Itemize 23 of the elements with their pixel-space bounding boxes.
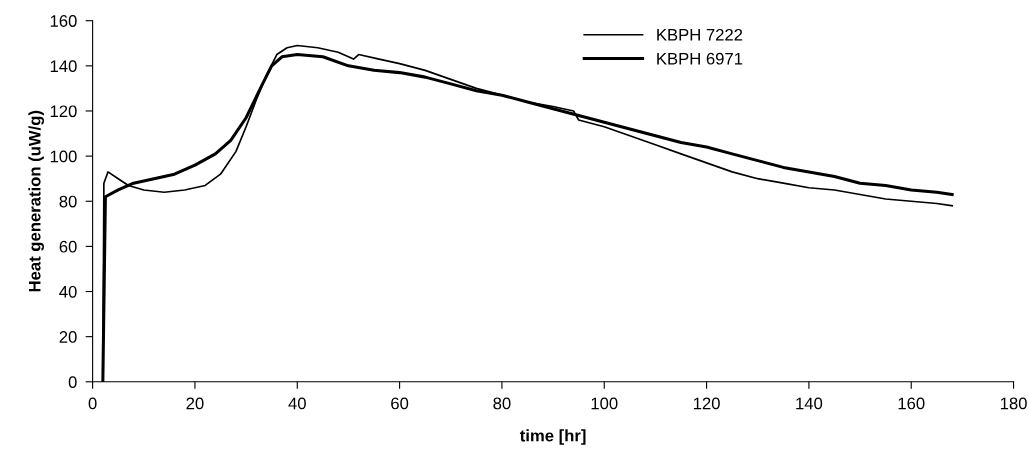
y-tick-label: 120 [50,105,77,118]
x-tick-label: 160 [898,397,925,410]
y-tick-label: 20 [59,331,77,343]
x-tick-label: 140 [796,397,823,410]
x-tick-label: 100 [591,397,618,410]
x-tick-label: 180 [1000,397,1027,410]
x-tick-label: 0 [88,397,97,410]
y-tick-label: 60 [59,240,77,253]
y-tick-label: 160 [50,15,77,27]
y-tick-label: 100 [50,150,77,163]
legend-label: KBPH 6971 [657,52,743,65]
legend-label: KBPH 7222 [657,28,743,41]
y-tick-label: 140 [50,60,77,73]
y-axis-title: Heat generation (uW/g) [28,110,44,292]
y-tick-label: 0 [68,376,77,388]
x-tick-label: 60 [391,397,409,410]
y-tick-label: 80 [59,195,77,208]
x-tick-label: 40 [288,397,306,410]
x-tick-label: 80 [493,397,511,410]
y-tick-label: 40 [59,285,77,298]
x-tick-label: 120 [693,397,720,410]
x-tick-label: 20 [186,397,204,410]
x-axis-title: time [hr] [519,429,586,445]
